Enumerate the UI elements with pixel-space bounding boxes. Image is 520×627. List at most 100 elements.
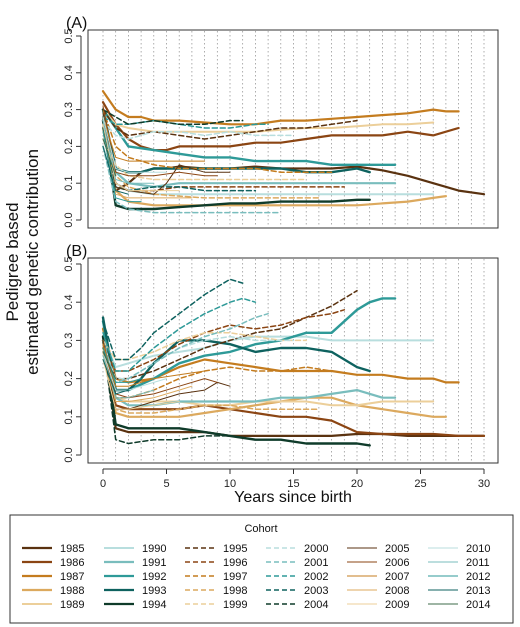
legend-label-1997: 1997 (223, 571, 247, 583)
legend-label-2008: 2008 (385, 585, 409, 597)
series-line-b-2004 (102, 339, 231, 445)
series-line-b-2014 (102, 351, 117, 380)
legend-label-2014: 2014 (466, 599, 490, 611)
series-line-a-2003 (102, 127, 257, 192)
series-line-b-2009 (102, 359, 180, 410)
series-line-a-2006 (102, 105, 218, 177)
series-line-b-2000 (102, 335, 295, 380)
legend-label-2005: 2005 (385, 543, 409, 555)
plot-frame-b (87, 257, 499, 464)
panel-a: 0.0 0.1 0.2 0.3 0.4 0.5(A) (63, 15, 499, 229)
series-line-a-2005 (102, 112, 231, 195)
series-line-a-1998 (102, 123, 320, 199)
y-tick-label-a-0.4: 0.4 (63, 65, 75, 80)
legend-label-1985: 1985 (60, 543, 84, 555)
y-tick-label-b-0.1: 0.1 (63, 409, 75, 424)
series-line-b-1986 (101, 339, 486, 437)
x-tick-label-5: 5 (163, 478, 169, 490)
panel-label-a: (A) (66, 15, 87, 32)
series-line-a-1991 (101, 115, 397, 188)
series-line-a-2013 (102, 145, 129, 195)
y-tick-label-a-0.2: 0.2 (63, 139, 75, 154)
legend-label-1987: 1987 (60, 571, 84, 583)
legend-title: Cohort (244, 523, 277, 535)
legend-label-2003: 2003 (304, 585, 328, 597)
legend-label-1990: 1990 (142, 543, 166, 555)
series-line-a-1995 (102, 108, 358, 140)
series-line-a-1988 (101, 126, 447, 207)
y-tick-label-b-0: 0.0 (63, 447, 75, 462)
series-line-a-2007 (102, 116, 206, 162)
series-line-b-1991 (101, 339, 397, 407)
legend-label-2004: 2004 (304, 599, 328, 611)
legend-label-1986: 1986 (60, 557, 84, 569)
x-tick-label-0: 0 (100, 478, 106, 490)
series-group-a (101, 90, 486, 214)
legend-label-1994: 1994 (142, 599, 166, 611)
series-line-b-1985 (101, 339, 486, 437)
plot-frame-a (87, 29, 499, 229)
y-axis-label-line1: Pedigree based (3, 202, 22, 321)
series-line-b-2007 (102, 343, 206, 387)
series-line-a-2011 (102, 120, 155, 184)
legend-label-2009: 2009 (385, 599, 409, 611)
legend-label-2000: 2000 (304, 543, 328, 555)
series-line-a-1986 (101, 101, 460, 152)
x-tick-label-30: 30 (478, 478, 490, 490)
series-line-a-2000 (102, 119, 295, 140)
series-line-a-1992 (101, 108, 397, 167)
series-line-b-2010 (102, 351, 167, 391)
legend-label-2011: 2011 (466, 557, 490, 569)
series-line-b-1998 (102, 351, 320, 414)
series-line-a-2002 (102, 116, 269, 129)
legend-label-1996: 1996 (223, 557, 247, 569)
series-line-b-2003 (102, 278, 244, 361)
legend-label-2006: 2006 (385, 557, 409, 569)
y-tick-label-a-0.5: 0.5 (63, 28, 75, 43)
y-axis-label-line2: estimated genetic contribution (23, 149, 42, 375)
x-tick-label-15: 15 (287, 478, 299, 490)
panel-label-b: (B) (66, 243, 87, 260)
series-line-b-1993 (101, 316, 371, 392)
series-line-b-2001 (102, 312, 269, 384)
series-line-b-1988 (101, 339, 447, 418)
series-line-b-1994 (101, 335, 371, 447)
y-tick-label-b-0.3: 0.3 (63, 333, 75, 348)
series-line-b-2013 (102, 359, 129, 395)
y-tick-label-a-0: 0.0 (63, 212, 75, 227)
legend-label-1991: 1991 (142, 557, 166, 569)
series-line-a-2004 (102, 108, 244, 126)
x-tick-label-25: 25 (414, 478, 426, 490)
y-tick-label-a-0.3: 0.3 (63, 102, 75, 117)
legend-label-2013: 2013 (466, 585, 490, 597)
legend-label-1995: 1995 (223, 543, 247, 555)
series-line-a-2012 (102, 131, 142, 203)
legend-label-2012: 2012 (466, 571, 490, 583)
legend-label-1992: 1992 (142, 571, 166, 583)
series-line-b-1992 (101, 297, 397, 392)
y-tick-label-b-0.5: 0.5 (63, 256, 75, 271)
x-tick-label-20: 20 (351, 478, 363, 490)
y-tick-label-b-0.4: 0.4 (63, 295, 75, 310)
legend-label-2007: 2007 (385, 571, 409, 583)
series-line-a-1997 (102, 108, 333, 173)
series-line-a-2001 (102, 145, 282, 214)
legend-label-1998: 1998 (223, 585, 247, 597)
legend-box (9, 514, 514, 624)
series-line-b-1999 (102, 332, 307, 361)
legend-label-1988: 1988 (60, 585, 84, 597)
series-group-b (101, 278, 486, 447)
x-axis-label: Years since birth (234, 489, 352, 506)
legend-label-1999: 1999 (223, 599, 247, 611)
series-line-b-2002 (102, 297, 257, 372)
series-line-a-2014 (102, 138, 117, 177)
legend: Cohort 1985 1986 1987 1988 1989 1990 1991 1992 1… (9, 514, 514, 624)
y-tick-label-a-0.1: 0.1 (63, 176, 75, 191)
legend-label-2001: 2001 (304, 557, 328, 569)
x-tick-label-10: 10 (224, 478, 236, 490)
legend-label-1993: 1993 (142, 585, 166, 597)
series-line-b-2008 (102, 351, 193, 402)
panel-b: 0.0 0.1 0.2 0.3 0.4 0.5 0 5 10 15 20 25 30 (B) (63, 243, 499, 490)
series-line-a-2010 (102, 116, 167, 173)
